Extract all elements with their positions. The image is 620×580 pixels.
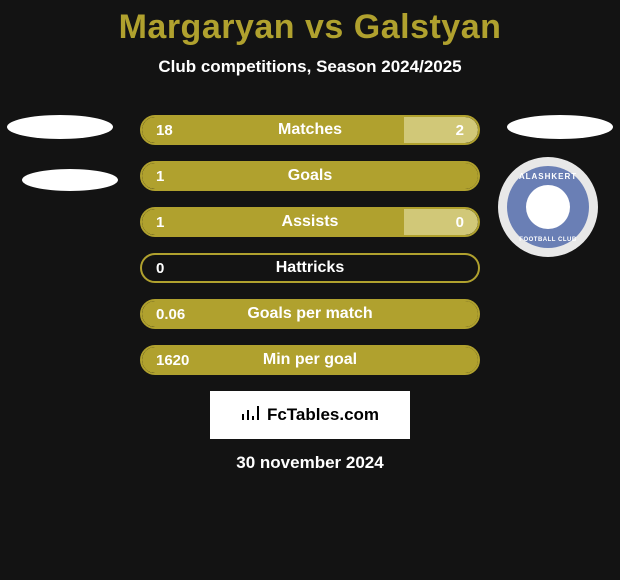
stat-bar: 0.06Goals per match bbox=[140, 299, 480, 329]
stat-bar: 1Goals bbox=[140, 161, 480, 191]
bar-left-fill bbox=[142, 163, 478, 189]
bar-right-fill bbox=[404, 209, 478, 235]
player-left-oval-1 bbox=[7, 115, 113, 139]
subtitle: Club competitions, Season 2024/2025 bbox=[0, 57, 620, 77]
club-badge-name: ALASHKERT bbox=[519, 172, 577, 181]
stat-bar: 10Assists bbox=[140, 207, 480, 237]
content-area: ALASHKERT FOOTBALL CLUB 182Matches1Goals… bbox=[0, 115, 620, 375]
brand-text: FcTables.com bbox=[267, 405, 379, 425]
bar-value-right: 2 bbox=[456, 117, 464, 143]
bar-left-fill bbox=[142, 301, 478, 327]
bar-right-fill bbox=[404, 117, 478, 143]
bar-value-left: 1620 bbox=[156, 347, 189, 373]
stat-bar: 1620Min per goal bbox=[140, 345, 480, 375]
bar-left-fill bbox=[142, 347, 478, 373]
bar-value-left: 18 bbox=[156, 117, 173, 143]
bar-left-fill bbox=[142, 117, 404, 143]
bar-value-left: 1 bbox=[156, 163, 164, 189]
bar-value-left: 1 bbox=[156, 209, 164, 235]
page-title: Margaryan vs Galstyan bbox=[0, 0, 620, 47]
club-badge-inner: ALASHKERT FOOTBALL CLUB bbox=[507, 166, 589, 248]
player-left-oval-2 bbox=[22, 169, 118, 191]
comparison-card: Margaryan vs Galstyan Club competitions,… bbox=[0, 0, 620, 580]
player-right-oval-1 bbox=[507, 115, 613, 139]
brand-box: FcTables.com bbox=[210, 391, 410, 439]
bar-value-left: 0.06 bbox=[156, 301, 185, 327]
soccer-ball-icon bbox=[526, 185, 570, 229]
bar-value-right: 0 bbox=[456, 209, 464, 235]
stat-bar: 182Matches bbox=[140, 115, 480, 145]
stat-bars: 182Matches1Goals10Assists0Hattricks0.06G… bbox=[140, 115, 480, 375]
club-badge: ALASHKERT FOOTBALL CLUB bbox=[498, 157, 598, 257]
brand-chart-icon bbox=[241, 404, 263, 427]
bar-label: Hattricks bbox=[142, 255, 478, 281]
date: 30 november 2024 bbox=[0, 453, 620, 473]
bar-value-left: 0 bbox=[156, 255, 164, 281]
stat-bar: 0Hattricks bbox=[140, 253, 480, 283]
bar-left-fill bbox=[142, 209, 404, 235]
club-badge-subtitle: FOOTBALL CLUB bbox=[519, 237, 576, 243]
